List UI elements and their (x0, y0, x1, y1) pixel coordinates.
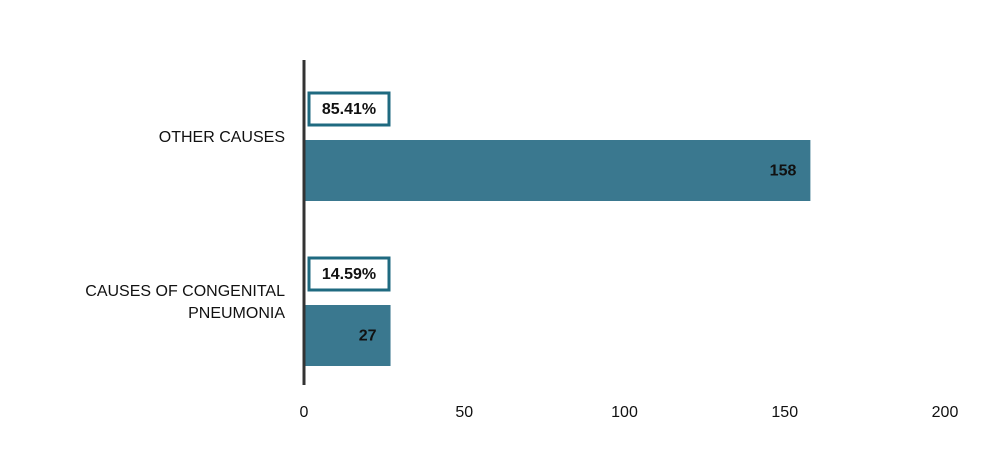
percent-box (307, 91, 391, 127)
x-tick-label: 0 (300, 404, 309, 421)
value-label: 158 (770, 163, 797, 180)
x-tick-label: 150 (771, 404, 798, 421)
bar (304, 305, 391, 366)
x-tick-label: 50 (455, 404, 473, 421)
category-label: CAUSES OF CONGENITAL PNEUMONIA (85, 283, 285, 322)
category-label: OTHER CAUSES (158, 129, 285, 146)
x-tick-label: 200 (932, 404, 959, 421)
percent-label: 14.59% (322, 266, 376, 283)
value-label: 27 (359, 328, 377, 345)
percent-box (307, 256, 391, 292)
x-tick-label: 100 (611, 404, 638, 421)
percent-label: 85.41% (322, 101, 376, 118)
bar (304, 140, 811, 201)
